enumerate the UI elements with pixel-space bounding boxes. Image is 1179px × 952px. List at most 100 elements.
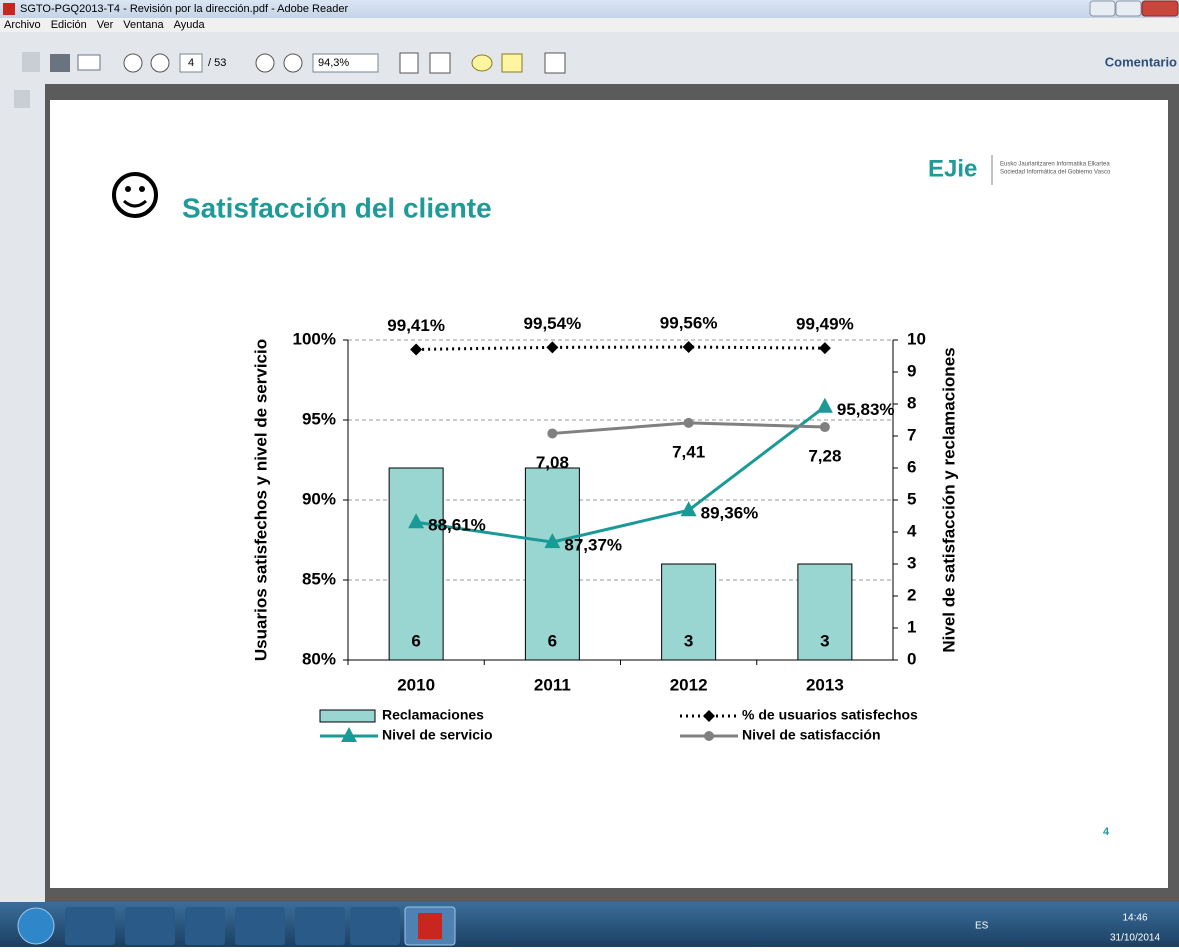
y2-tick-label: 5 <box>907 489 916 508</box>
y2-tick-label: 6 <box>907 457 916 476</box>
y2-axis-title: Nivel de satisfacción y reclamaciones <box>939 347 958 652</box>
comment-link[interactable]: Comentario <box>1105 54 1177 69</box>
value-label: 99,54% <box>524 314 582 333</box>
value-label: 87,37% <box>564 536 622 555</box>
taskbar-explorer[interactable] <box>125 907 175 945</box>
close-button[interactable] <box>1141 0 1179 17</box>
highlight-button[interactable] <box>501 53 523 73</box>
marker <box>341 727 357 742</box>
bar-label: 6 <box>411 631 420 650</box>
marker <box>410 343 423 356</box>
smiley-eye <box>139 186 145 192</box>
print-button[interactable] <box>50 54 70 72</box>
bar-label: 3 <box>684 631 693 650</box>
value-label: 7,28 <box>808 447 841 466</box>
fit-width-button[interactable] <box>429 52 451 74</box>
y-tick-label: 95% <box>302 409 336 428</box>
y2-tick-label: 0 <box>907 649 916 668</box>
marker <box>816 397 833 413</box>
pdf-page <box>50 100 1168 888</box>
prev-page-button[interactable] <box>123 53 143 73</box>
side-panel <box>0 84 45 902</box>
reader-icon <box>418 913 442 939</box>
smiley-eye <box>125 186 131 192</box>
taskbar-outlook[interactable] <box>235 907 285 945</box>
language[interactable]: ES <box>975 921 989 932</box>
bar <box>797 563 853 661</box>
taskbar-excel[interactable] <box>295 907 345 945</box>
toolbar <box>0 32 1179 84</box>
marker <box>408 513 425 529</box>
next-page-button[interactable] <box>150 53 170 73</box>
email-button[interactable] <box>77 54 101 71</box>
value-label: 89,36% <box>701 504 759 523</box>
value-label: 95,83% <box>837 400 895 419</box>
slide-title: Satisfacción del cliente <box>182 192 492 223</box>
marker <box>704 731 714 741</box>
menu-item[interactable]: Archivo <box>4 19 41 31</box>
value-label: 7,41 <box>672 442 705 461</box>
zoom-input[interactable] <box>312 53 379 73</box>
zoom-out-button[interactable] <box>255 53 275 73</box>
marker <box>818 342 831 355</box>
y2-tick-label: 2 <box>907 585 916 604</box>
y2-tick-label: 10 <box>907 329 926 348</box>
x-tick-label: 2012 <box>670 675 708 694</box>
marker <box>703 710 715 722</box>
value-label: 99,56% <box>660 314 718 333</box>
maximize-button[interactable] <box>1115 0 1142 17</box>
x-tick-label: 2013 <box>806 675 844 694</box>
value-label: 99,41% <box>387 316 445 335</box>
taskbar <box>0 902 1179 947</box>
pages-tab[interactable] <box>14 90 30 108</box>
start-button[interactable] <box>17 907 55 945</box>
chart: 80% 85% 90% 95% 100% 0 1 2 3 4 5 6 7 8 9 10 2010 2011 2012… <box>251 314 958 743</box>
marker <box>819 422 830 433</box>
marker <box>544 533 561 549</box>
menu-item[interactable]: Edición <box>51 19 87 31</box>
legend-swatch <box>319 709 376 723</box>
zoom-value: 94,3% <box>318 57 349 69</box>
taskbar-media[interactable] <box>185 907 225 945</box>
x-tick-label: 2010 <box>397 675 435 694</box>
bar <box>524 467 580 661</box>
page-input[interactable] <box>179 53 203 73</box>
legend-label: Nivel de servicio <box>382 727 493 743</box>
marker <box>547 428 558 439</box>
save-button[interactable] <box>22 52 40 72</box>
zoom-in-button[interactable] <box>283 53 303 73</box>
line <box>415 405 826 544</box>
y-tick-label: 85% <box>302 569 336 588</box>
fullscreen-button[interactable] <box>544 52 566 74</box>
legend-label: Reclamaciones <box>382 707 484 723</box>
clock-date[interactable]: 31/10/2014 <box>1110 933 1160 944</box>
menu-item[interactable]: Ver <box>97 19 114 31</box>
smiley-icon <box>112 172 158 218</box>
bar-label: 6 <box>548 631 557 650</box>
value-label: 7,08 <box>536 453 569 472</box>
y2-tick-label: 8 <box>907 393 916 412</box>
marker <box>680 501 697 517</box>
bar <box>661 563 717 661</box>
bar-label: 3 <box>820 631 829 650</box>
title-bar <box>0 0 1179 18</box>
menu-bar <box>0 18 1179 32</box>
bar <box>388 467 444 661</box>
value-label: 99,49% <box>796 315 854 334</box>
comment-button[interactable] <box>471 54 493 72</box>
fit-page-button[interactable] <box>399 52 419 74</box>
slide-page-number: 4 <box>1103 826 1110 838</box>
y-tick-label: 80% <box>302 649 336 668</box>
logo-text: Sociedad Informática del Gobierno Vasco <box>1000 170 1111 176</box>
taskbar-ie[interactable] <box>65 907 115 945</box>
minimize-button[interactable] <box>1089 0 1116 17</box>
y-tick-label: 90% <box>302 489 336 508</box>
page-number: 4 <box>188 57 194 69</box>
menu-item[interactable]: Ayuda <box>174 19 206 31</box>
menu-item[interactable]: Ventana <box>123 19 164 31</box>
clock-time[interactable]: 14:46 <box>1122 913 1147 924</box>
taskbar-word[interactable] <box>350 907 400 945</box>
y2-tick-label: 4 <box>907 521 917 540</box>
